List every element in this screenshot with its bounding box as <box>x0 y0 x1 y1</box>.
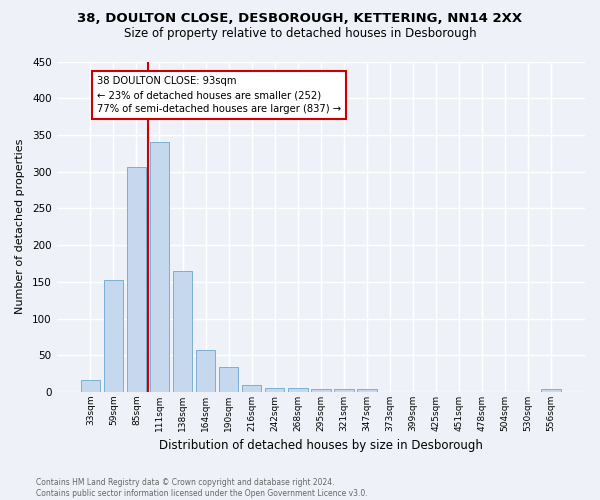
Bar <box>127 168 146 392</box>
Bar <box>196 350 215 392</box>
Bar <box>149 142 169 392</box>
Text: Size of property relative to detached houses in Desborough: Size of property relative to detached ho… <box>124 28 476 40</box>
Text: 38 DOULTON CLOSE: 93sqm
← 23% of detached houses are smaller (252)
77% of semi-d: 38 DOULTON CLOSE: 93sqm ← 23% of detache… <box>97 76 341 114</box>
Bar <box>541 389 561 392</box>
Bar <box>288 388 308 392</box>
Bar <box>357 389 377 392</box>
Bar <box>173 271 193 392</box>
Bar <box>311 389 331 392</box>
Bar <box>265 388 284 392</box>
Bar <box>104 280 123 392</box>
Bar <box>334 389 353 392</box>
Bar <box>242 384 262 392</box>
Text: 38, DOULTON CLOSE, DESBOROUGH, KETTERING, NN14 2XX: 38, DOULTON CLOSE, DESBOROUGH, KETTERING… <box>77 12 523 26</box>
Bar <box>219 367 238 392</box>
X-axis label: Distribution of detached houses by size in Desborough: Distribution of detached houses by size … <box>159 440 483 452</box>
Y-axis label: Number of detached properties: Number of detached properties <box>15 139 25 314</box>
Text: Contains HM Land Registry data © Crown copyright and database right 2024.
Contai: Contains HM Land Registry data © Crown c… <box>36 478 368 498</box>
Bar <box>80 380 100 392</box>
